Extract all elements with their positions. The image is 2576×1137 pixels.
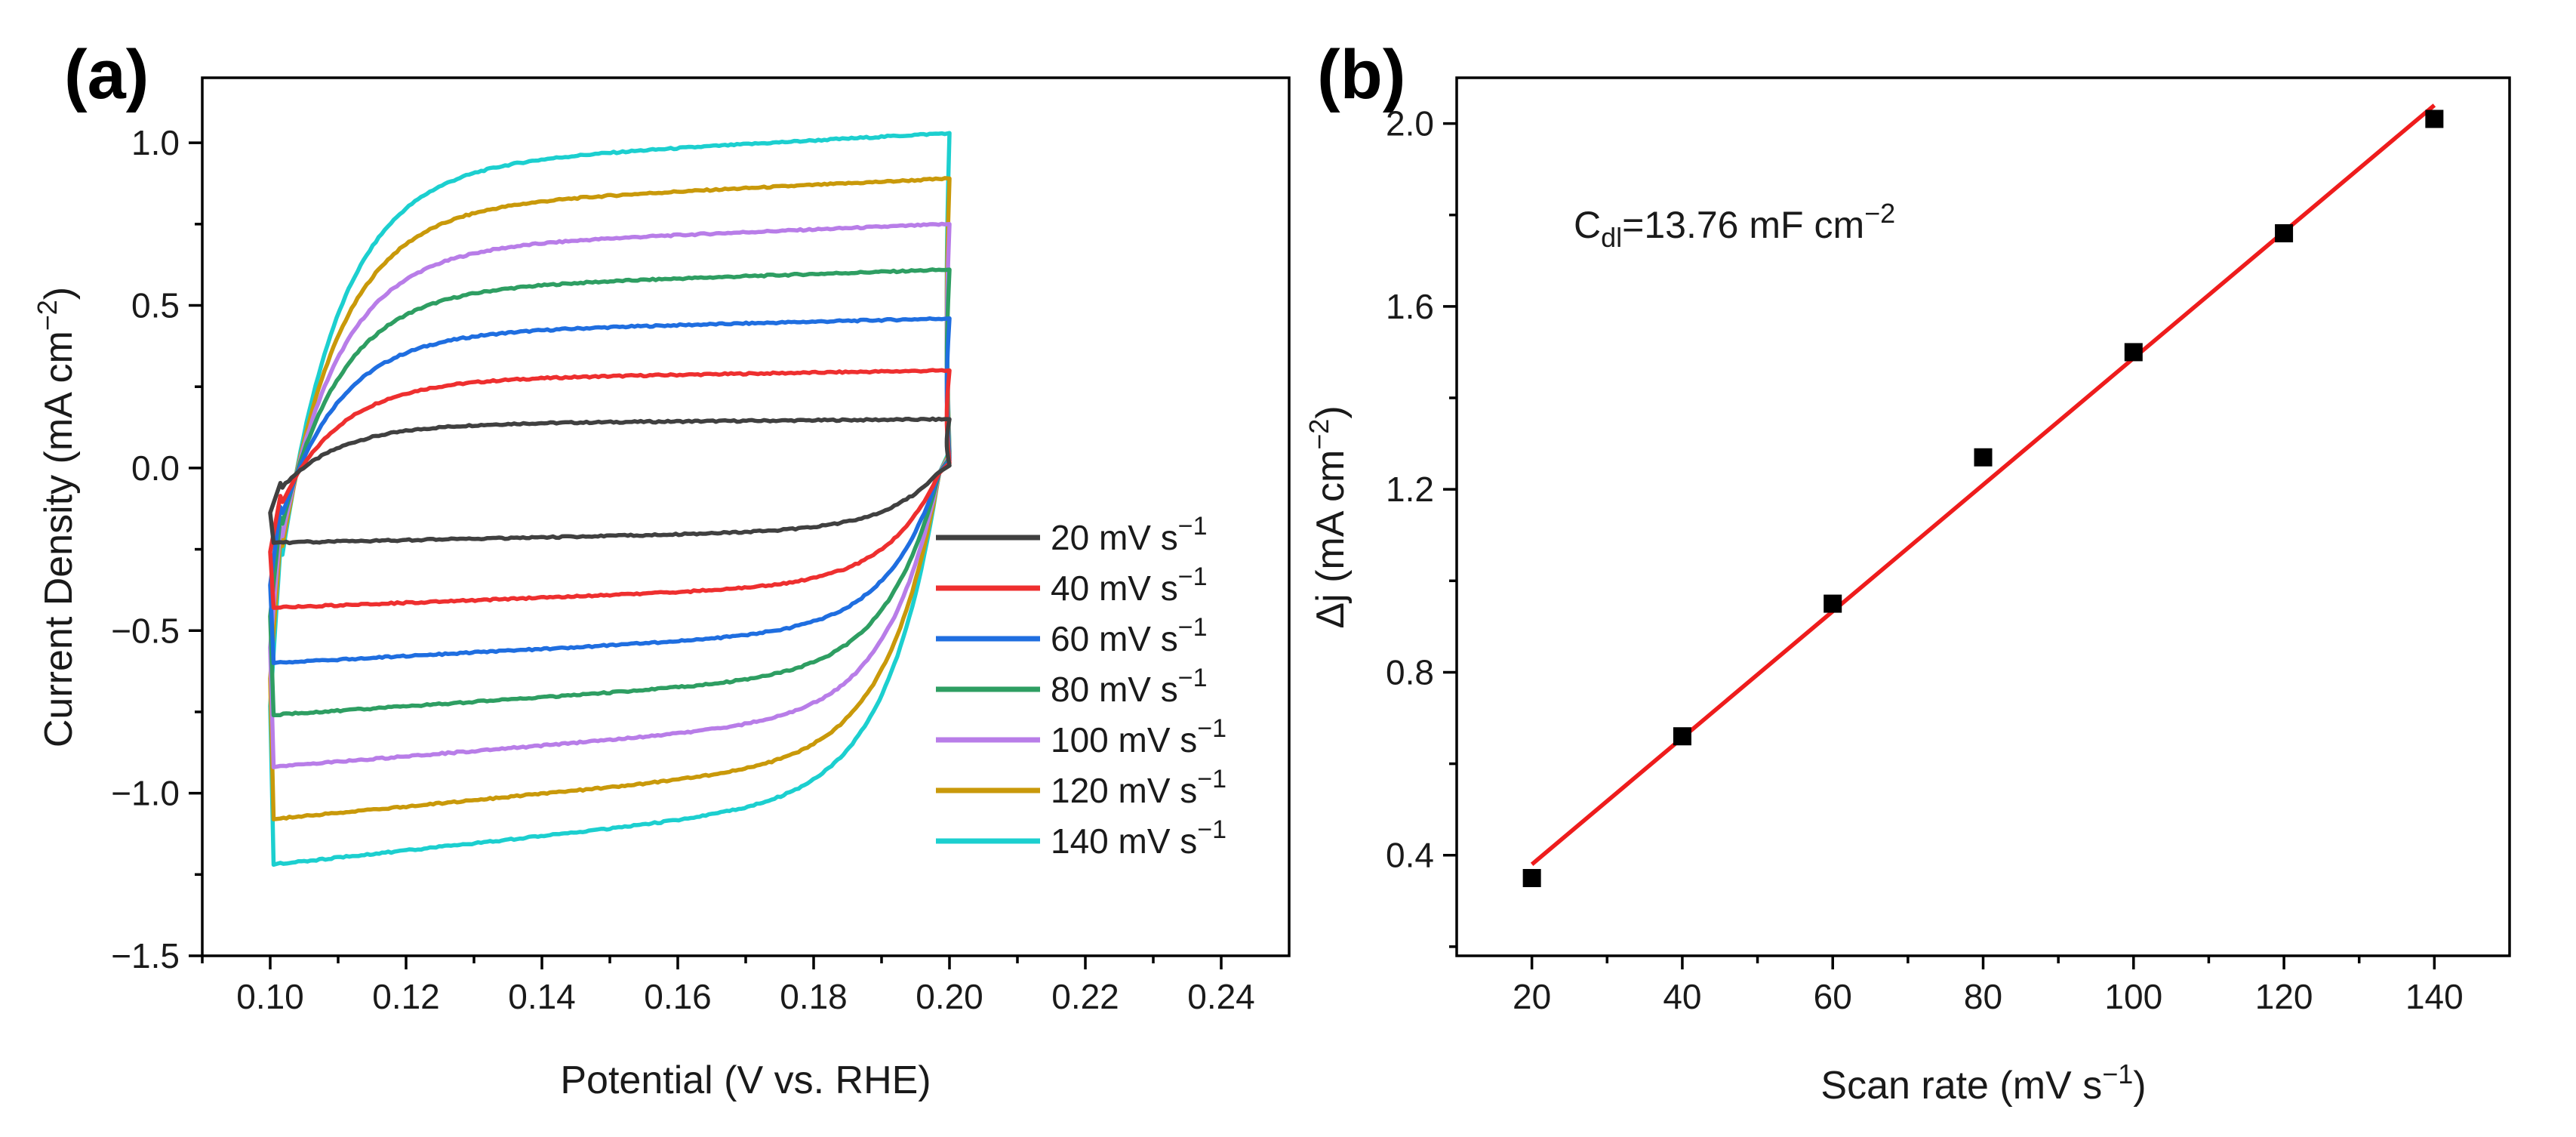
data-point (2275, 223, 2294, 242)
panel-a-x-tick-label: 0.18 (780, 977, 848, 1016)
panel-a-y-tick-label: 1.0 (131, 123, 180, 162)
panel-b: (b) 20 40 60 80 100 120 140 0.4 0.8 1.2 1.6 2.0 Sca… (1303, 36, 2511, 1108)
data-point (1673, 727, 1691, 746)
panel-a-y-tick-label: −1.5 (111, 936, 180, 975)
panel-a-plot-area (268, 131, 952, 867)
legend-label: 80 mV s−1 (1051, 664, 1208, 709)
legend-label: 140 mV s−1 (1051, 815, 1226, 861)
panel-b-x-tick-label: 120 (2255, 977, 2313, 1016)
data-point (1974, 448, 1993, 467)
legend-label: 120 mV s−1 (1051, 765, 1226, 810)
panel-b-x-tick-label: 40 (1663, 977, 1701, 1016)
panel-b-x-axis-title: Scan rate (mV s−1) (1820, 1058, 2146, 1108)
panel-a-x-tick-label: 0.12 (372, 977, 440, 1016)
panel-a-x-axis-title: Potential (V vs. RHE) (560, 1058, 931, 1102)
panel-b-y-tick-label: 1.6 (1386, 287, 1434, 326)
panel-a-y-tick-label: 0.5 (131, 286, 180, 325)
legend-label: 100 mV s−1 (1051, 714, 1226, 760)
cv-curve-40-mv (268, 368, 952, 610)
data-point (1824, 594, 1842, 613)
panel-a-x-tick-label: 0.10 (236, 977, 304, 1016)
cv-curve-20-mv (268, 416, 952, 546)
cv-curve-140-mv (268, 131, 952, 867)
panel-a-y-axis-title: Current Density (mA cm−2) (32, 287, 81, 747)
legend-label: 20 mV s−1 (1051, 512, 1208, 557)
panel-b-y-tick-label: 2.0 (1386, 104, 1434, 143)
panel-b-x-tick-label: 100 (2104, 977, 2162, 1016)
legend-label: 40 mV s−1 (1051, 562, 1208, 608)
panel-a-legend: 20 mV s−1 40 mV s−1 60 mV s−1 80 mV s−1 100 … (936, 512, 1226, 861)
panel-b-frame (1455, 76, 2511, 957)
panel-b-x-tick-label: 140 (2405, 977, 2464, 1016)
data-point (1522, 869, 1541, 888)
panel-b-plot-area (1522, 103, 2444, 888)
legend-label: 60 mV s−1 (1051, 613, 1208, 658)
panel-a-y-tick-label: 0.0 (131, 448, 180, 488)
panel-b-y-tick-label: 0.8 (1386, 652, 1434, 692)
panel-a-x-tick-label: 0.24 (1187, 977, 1255, 1016)
panel-b-x-tick-label: 60 (1814, 977, 1852, 1016)
data-point (2425, 109, 2444, 128)
panel-b-label: (b) (1317, 36, 1405, 113)
panel-a-x-tick-label: 0.22 (1051, 977, 1119, 1016)
panel-b-y-tick-label: 0.4 (1386, 836, 1434, 875)
panel-b-axes: 20 40 60 80 100 120 140 0.4 0.8 1.2 1.6 2.0 (1386, 104, 2464, 1016)
panel-a-y-tick-label: −1.0 (111, 774, 180, 813)
cv-curve-80-mv (268, 267, 952, 718)
panel-b-y-tick-label: 1.2 (1386, 470, 1434, 509)
capacitance-annotation: Cdl=13.76 mF cm−2 (1574, 198, 1895, 253)
panel-b-x-tick-label: 20 (1513, 977, 1551, 1016)
panel-a-label: (a) (64, 36, 149, 113)
panel-a-axes: 0.10 0.12 0.14 0.16 0.18 0.20 0.22 0.24 −1.5 −1.0… (111, 123, 1255, 1016)
panel-a-y-tick-label: −0.5 (111, 611, 180, 650)
panel-a: (a) 0.10 0.12 0.14 0.16 0.18 0.20 0.22 0.24 −1.5… (32, 36, 1291, 1102)
panel-b-y-axis-title: Δj (mA cm−2) (1303, 405, 1353, 628)
panel-a-x-tick-label: 0.20 (916, 977, 983, 1016)
panel-b-x-tick-label: 80 (1964, 977, 2002, 1016)
cv-curve-100-mv (268, 221, 952, 769)
panel-a-x-tick-label: 0.14 (508, 977, 576, 1016)
panel-a-x-tick-label: 0.16 (644, 977, 712, 1016)
data-point (2124, 343, 2143, 362)
